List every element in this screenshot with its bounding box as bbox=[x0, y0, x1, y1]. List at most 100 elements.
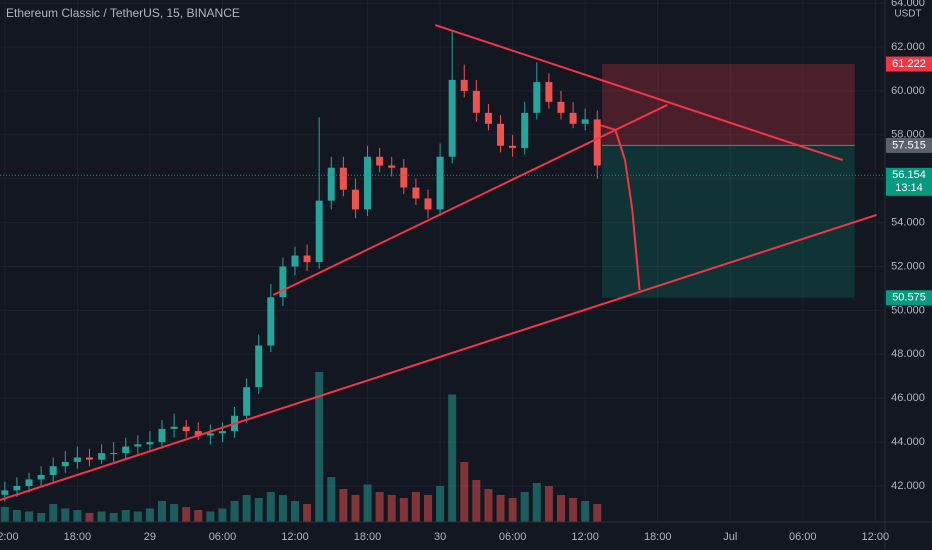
candle-body bbox=[267, 297, 275, 346]
volume-bar bbox=[194, 510, 203, 522]
x-tick-label: Jul bbox=[723, 531, 737, 543]
candle-body bbox=[98, 453, 106, 460]
candle-body bbox=[521, 112, 529, 148]
volume-bar bbox=[423, 495, 432, 522]
x-tick-label: 12:00 bbox=[281, 531, 309, 543]
price-badge-label: 56.154 bbox=[892, 169, 926, 181]
price-badge-label: 50.575 bbox=[892, 292, 926, 304]
candle-body bbox=[424, 198, 432, 210]
volume-bar bbox=[145, 508, 154, 522]
volume-bar bbox=[133, 511, 142, 522]
x-tick-label: 29 bbox=[144, 531, 156, 543]
candle-body bbox=[49, 466, 57, 476]
candle-body bbox=[351, 189, 359, 210]
plot bbox=[0, 24, 885, 522]
volume-bar bbox=[556, 495, 565, 522]
candle-body bbox=[315, 200, 323, 263]
x-tick-label: 12:00 bbox=[0, 531, 19, 543]
candle-body bbox=[73, 457, 81, 462]
candle-body bbox=[243, 387, 251, 416]
y-tick-label: 44.000 bbox=[891, 436, 925, 448]
volume-bar bbox=[25, 511, 34, 522]
volume-bar bbox=[266, 492, 275, 522]
grid bbox=[0, 0, 885, 522]
volume-bar bbox=[363, 484, 372, 522]
volume-bar bbox=[49, 504, 58, 522]
volume-bar bbox=[399, 498, 408, 522]
volume-bar bbox=[472, 480, 481, 522]
candle-body bbox=[388, 165, 396, 168]
price-badge-label: 57.515 bbox=[892, 139, 926, 151]
candle-body bbox=[194, 431, 202, 436]
volume-bar bbox=[170, 504, 179, 522]
candle-body bbox=[25, 479, 33, 486]
volume-bar bbox=[0, 507, 9, 522]
candle-body bbox=[545, 82, 553, 102]
trendline bbox=[434, 24, 843, 161]
candle-body bbox=[85, 457, 93, 460]
candle-body bbox=[146, 442, 154, 445]
candle-body bbox=[327, 167, 335, 201]
x-tick-label: 30 bbox=[434, 531, 446, 543]
y-tick-label: 54.000 bbox=[891, 216, 925, 228]
volume-bar bbox=[97, 511, 106, 522]
volume-bar bbox=[339, 489, 348, 522]
candle-body bbox=[158, 428, 166, 443]
volume-bar bbox=[61, 508, 70, 522]
volume-bar bbox=[351, 495, 360, 522]
volume-bar bbox=[375, 492, 384, 522]
volume-bar bbox=[448, 394, 457, 522]
volume-bar bbox=[593, 504, 602, 522]
candle-body bbox=[376, 156, 384, 166]
price-badge bbox=[886, 290, 932, 306]
x-tick-label: 18:00 bbox=[64, 531, 92, 543]
volume-bar bbox=[532, 483, 541, 522]
price-badge bbox=[886, 137, 932, 153]
trendline bbox=[272, 104, 668, 296]
candle-body bbox=[339, 167, 347, 190]
y-tick-label: 50.000 bbox=[891, 304, 925, 316]
x-tick-label: 06:00 bbox=[499, 531, 527, 543]
candle-body bbox=[484, 112, 492, 124]
candle-body bbox=[412, 187, 420, 199]
volume-bar bbox=[581, 501, 590, 522]
trendline bbox=[0, 213, 877, 501]
x-tick-label: 12:00 bbox=[571, 531, 599, 543]
candle-body bbox=[533, 82, 541, 113]
candle-body bbox=[509, 145, 517, 148]
x-tick-label: 18:00 bbox=[644, 531, 672, 543]
candle-body bbox=[364, 156, 372, 210]
volume-bar bbox=[460, 462, 469, 522]
volume-bar bbox=[242, 495, 251, 522]
y-tick-label: 52.000 bbox=[891, 260, 925, 272]
candle-body bbox=[61, 461, 69, 467]
candle-body bbox=[37, 475, 45, 480]
volume-bar bbox=[158, 501, 167, 522]
volume-bar bbox=[569, 498, 578, 522]
y-tick-label: 60.000 bbox=[891, 85, 925, 97]
candle-body bbox=[436, 156, 444, 210]
volume-bar bbox=[508, 498, 517, 522]
candle-body bbox=[170, 426, 178, 429]
volume-bar bbox=[254, 498, 263, 522]
candle-body bbox=[279, 266, 287, 298]
volume-bar bbox=[109, 513, 118, 522]
volume-bar bbox=[85, 513, 94, 522]
candle-body bbox=[122, 446, 130, 454]
volume-bar bbox=[218, 508, 227, 522]
volume-bar bbox=[520, 492, 529, 522]
candle-body bbox=[497, 123, 505, 146]
target-zone bbox=[602, 145, 855, 298]
volume-bar bbox=[230, 501, 239, 522]
volume-bar bbox=[387, 495, 396, 522]
candle-body bbox=[134, 444, 142, 447]
volume-bar bbox=[327, 477, 336, 522]
volume-bar bbox=[206, 511, 215, 522]
volume-bar bbox=[291, 501, 299, 522]
candle-body bbox=[460, 79, 468, 91]
volume-bar bbox=[436, 486, 445, 522]
volume-bar bbox=[303, 504, 312, 522]
volume-bar bbox=[12, 510, 21, 522]
